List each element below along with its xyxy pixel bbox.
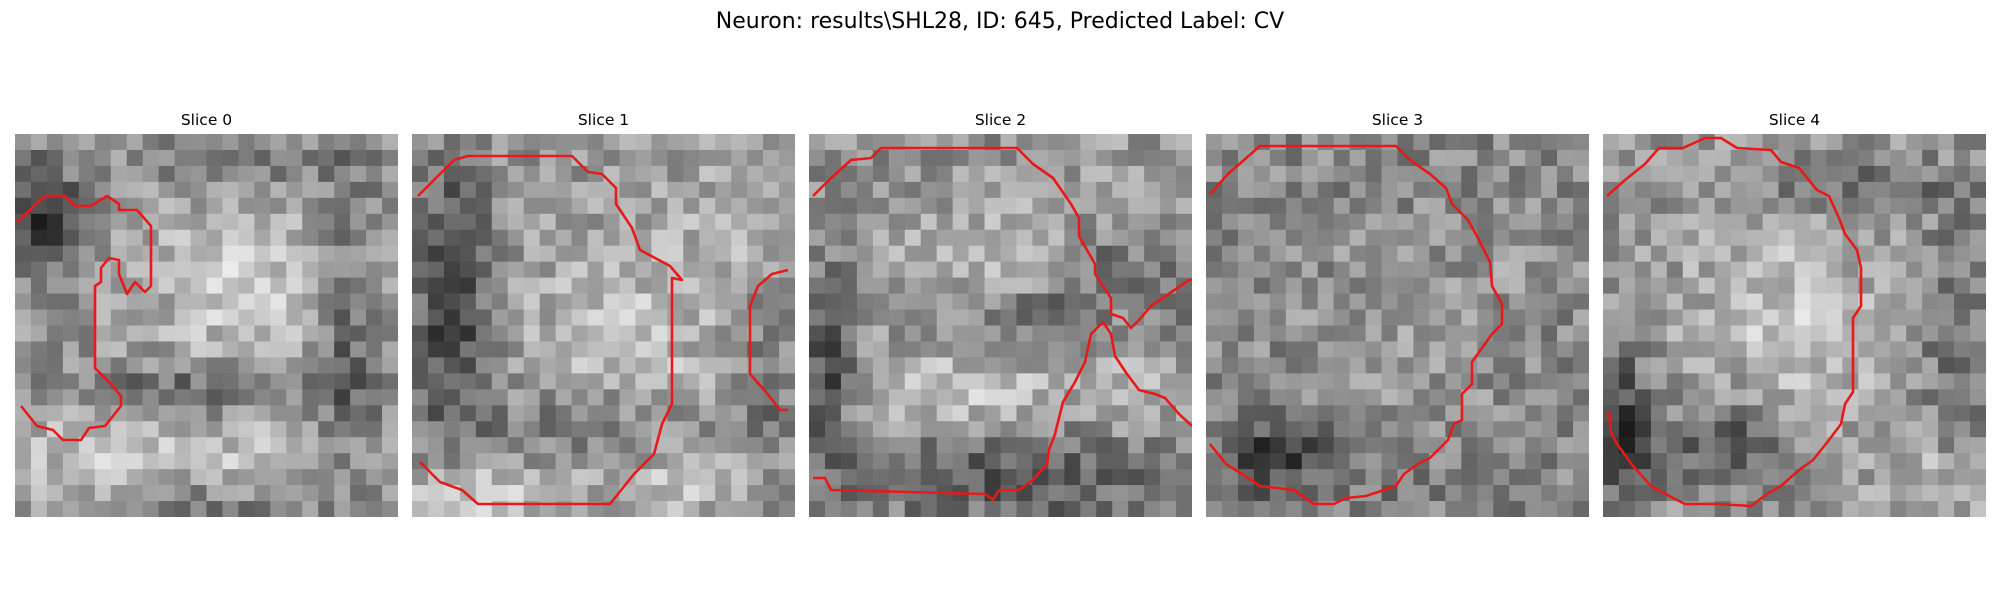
slice-4-image [1603, 134, 1986, 517]
slice-0-title: Slice 0 [180, 111, 233, 129]
slice-4-panel [1603, 134, 1986, 517]
pixel-grid [15, 134, 398, 517]
slice-1-image [412, 134, 795, 517]
pixel-grid [1206, 134, 1589, 517]
slice-0-contour-0 [16, 194, 153, 442]
slice-0-panel [15, 134, 398, 517]
slice-1-panel [412, 134, 795, 517]
slice-1-contour-1 [748, 268, 789, 412]
slice-1-contour-0 [417, 154, 684, 506]
pixel-grid [412, 134, 795, 517]
figure-title: Neuron: results\SHL28, ID: 645, Predicte… [715, 9, 1285, 34]
slice-2-panel [809, 134, 1192, 517]
slice-4-contour-0 [1606, 136, 1863, 508]
slice-2-contour-1 [813, 320, 1192, 502]
slice-3-contour-0 [1208, 144, 1504, 506]
slice-3-image [1206, 134, 1589, 517]
slice-3-panel [1206, 134, 1589, 517]
slice-3-title: Slice 3 [1371, 111, 1424, 129]
slice-1-title: Slice 1 [577, 111, 630, 129]
slice-4-title: Slice 4 [1768, 111, 1821, 129]
slice-0-image [15, 134, 398, 517]
pixel-grid [1603, 134, 1986, 517]
slice-2-title: Slice 2 [974, 111, 1027, 129]
slice-2-image [809, 134, 1192, 517]
slice-2-contour-0 [812, 146, 1192, 330]
